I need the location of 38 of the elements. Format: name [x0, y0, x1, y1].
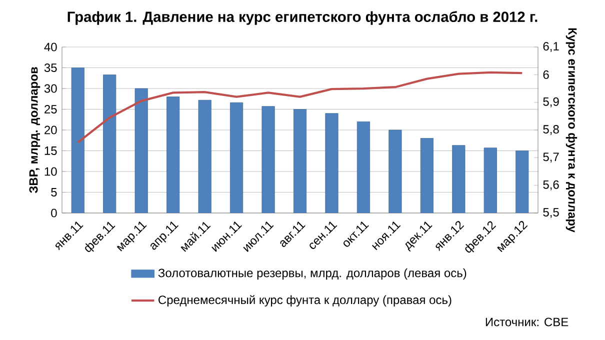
y-tick-label: 5 — [51, 188, 57, 196]
y-tick-label: 0 — [51, 208, 57, 218]
y-tick-label: 25 — [44, 104, 57, 114]
y2-tick-label: 5,8 — [543, 125, 559, 135]
y-tick-label: 20 — [44, 126, 57, 134]
y-tick-label: 30 — [44, 84, 57, 93]
bar — [420, 138, 434, 213]
bar — [166, 96, 180, 213]
legend-label: Золотовалютные резервы, млрд. долларов (левая ось) — [158, 268, 466, 280]
bar — [325, 113, 338, 213]
y2-tick-label: 5,7 — [543, 152, 559, 163]
bar — [356, 122, 370, 213]
bar — [71, 68, 84, 213]
y-tick-label: 35 — [44, 63, 57, 72]
bar — [134, 88, 148, 213]
y-tick-label: 15 — [44, 146, 57, 155]
y2-tick-label: 6 — [543, 70, 549, 79]
bar — [484, 148, 497, 213]
bar — [230, 102, 244, 213]
bar — [516, 150, 529, 213]
y-tick-label: 10 — [44, 167, 57, 176]
bar — [452, 145, 466, 213]
y2-tick-label: 5,6 — [543, 180, 559, 190]
bar — [388, 130, 402, 213]
bar — [262, 106, 275, 213]
legend-label: Среднемесячный курс фунта к доллару (правая ось) — [158, 295, 452, 306]
y2-tick-label: 5,9 — [543, 97, 559, 108]
bar — [293, 109, 307, 213]
y2-tick-label: 5,5 — [543, 208, 559, 218]
text: Источник: CBE — [486, 318, 568, 326]
y-axis-title: ЗВР, млрд. долларов — [29, 67, 40, 194]
y2-tick-label: 6,1 — [543, 42, 559, 52]
bar — [103, 74, 116, 213]
y2-axis-title: Курс египетского фунта к доллару — [566, 28, 578, 232]
line-series — [76, 71, 524, 144]
y-tick-label: 40 — [44, 42, 57, 52]
chart-title: График 1. Давление на курс египетского фунта ослабло в 2012 г. — [68, 11, 538, 25]
bar — [198, 100, 212, 213]
